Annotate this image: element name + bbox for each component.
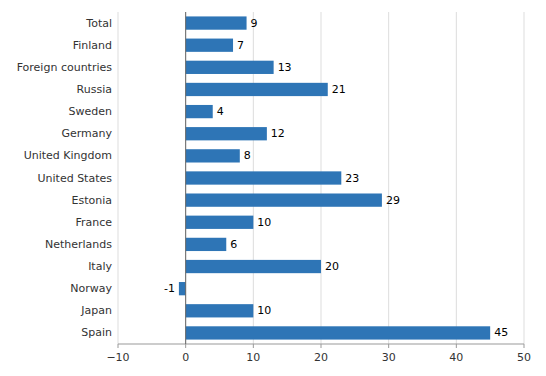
bar — [186, 304, 254, 317]
zero-line — [185, 12, 186, 344]
category-label: Spain — [81, 326, 112, 339]
data-label: 29 — [386, 194, 400, 207]
category-label: United Kingdom — [24, 149, 112, 162]
category-label: Germany — [61, 127, 112, 140]
bar — [186, 83, 328, 96]
bar — [179, 282, 186, 295]
data-label: 10 — [257, 216, 271, 229]
tick-label: 20 — [314, 351, 328, 364]
tick-label: 10 — [246, 351, 260, 364]
grid — [118, 12, 524, 344]
data-label: 6 — [230, 238, 237, 251]
data-label: 21 — [332, 83, 346, 96]
data-label: -1 — [164, 282, 175, 295]
bar — [186, 238, 227, 251]
bar — [186, 61, 274, 74]
data-label: 12 — [271, 127, 285, 140]
grid-line — [118, 12, 119, 344]
tick-mark — [118, 344, 119, 348]
bar — [186, 16, 247, 29]
tick-mark — [321, 344, 322, 348]
bar — [186, 193, 382, 206]
grid-line — [388, 12, 389, 344]
x-axis: −10 0 10 20 30 40 50 — [106, 344, 531, 364]
category-label: Total — [85, 17, 112, 30]
bar — [186, 260, 321, 273]
tick-label: 40 — [449, 351, 463, 364]
chart-container: −10 0 10 20 30 40 50 Spain Japan Norway Italy Nethe… — [0, 0, 546, 376]
bar — [186, 216, 254, 229]
data-label: 10 — [257, 304, 271, 317]
category-label: France — [75, 216, 112, 229]
tick-label: 30 — [382, 351, 396, 364]
data-label: 7 — [237, 39, 244, 52]
category-label: Estonia — [72, 194, 113, 207]
grid-line — [524, 12, 525, 344]
category-label: Norway — [70, 282, 112, 295]
data-labels: 45 10 -1 20 6 10 29 23 8 12 4 21 13 79 — [164, 17, 508, 340]
data-label: 13 — [278, 61, 292, 74]
tick-mark — [185, 344, 186, 348]
grid-line — [456, 12, 457, 344]
data-label: 9 — [251, 17, 258, 30]
data-label: 23 — [345, 172, 359, 185]
category-label: Foreign countries — [17, 61, 113, 74]
bar — [186, 127, 267, 140]
chart-svg: −10 0 10 20 30 40 50 Spain Japan Norway Italy Nethe… — [0, 0, 546, 376]
category-label: Sweden — [69, 105, 112, 118]
tick-mark — [524, 344, 525, 348]
bar — [186, 326, 491, 339]
bar — [186, 39, 233, 52]
tick-label: −10 — [106, 351, 129, 364]
category-label: Netherlands — [45, 238, 112, 251]
grid-line — [185, 12, 186, 344]
category-label: Finland — [73, 39, 112, 52]
data-label: 8 — [244, 149, 251, 162]
tick-mark — [388, 344, 389, 348]
data-label: 20 — [325, 260, 339, 273]
bar — [186, 171, 342, 184]
category-label: Italy — [88, 260, 112, 273]
data-label: 4 — [217, 105, 224, 118]
x-axis-line — [118, 344, 524, 345]
category-label: Japan — [80, 304, 112, 317]
category-label: Russia — [77, 83, 112, 96]
tick-label: 0 — [182, 351, 189, 364]
data-label: 45 — [494, 326, 508, 339]
bars — [179, 16, 490, 339]
category-label: United States — [38, 172, 113, 185]
bar — [186, 105, 213, 118]
y-axis: Spain Japan Norway Italy Netherlands France Es… — [17, 17, 113, 340]
bar — [186, 149, 240, 162]
tick-mark — [456, 344, 457, 348]
tick-mark — [253, 344, 254, 348]
tick-label: 50 — [517, 351, 531, 364]
